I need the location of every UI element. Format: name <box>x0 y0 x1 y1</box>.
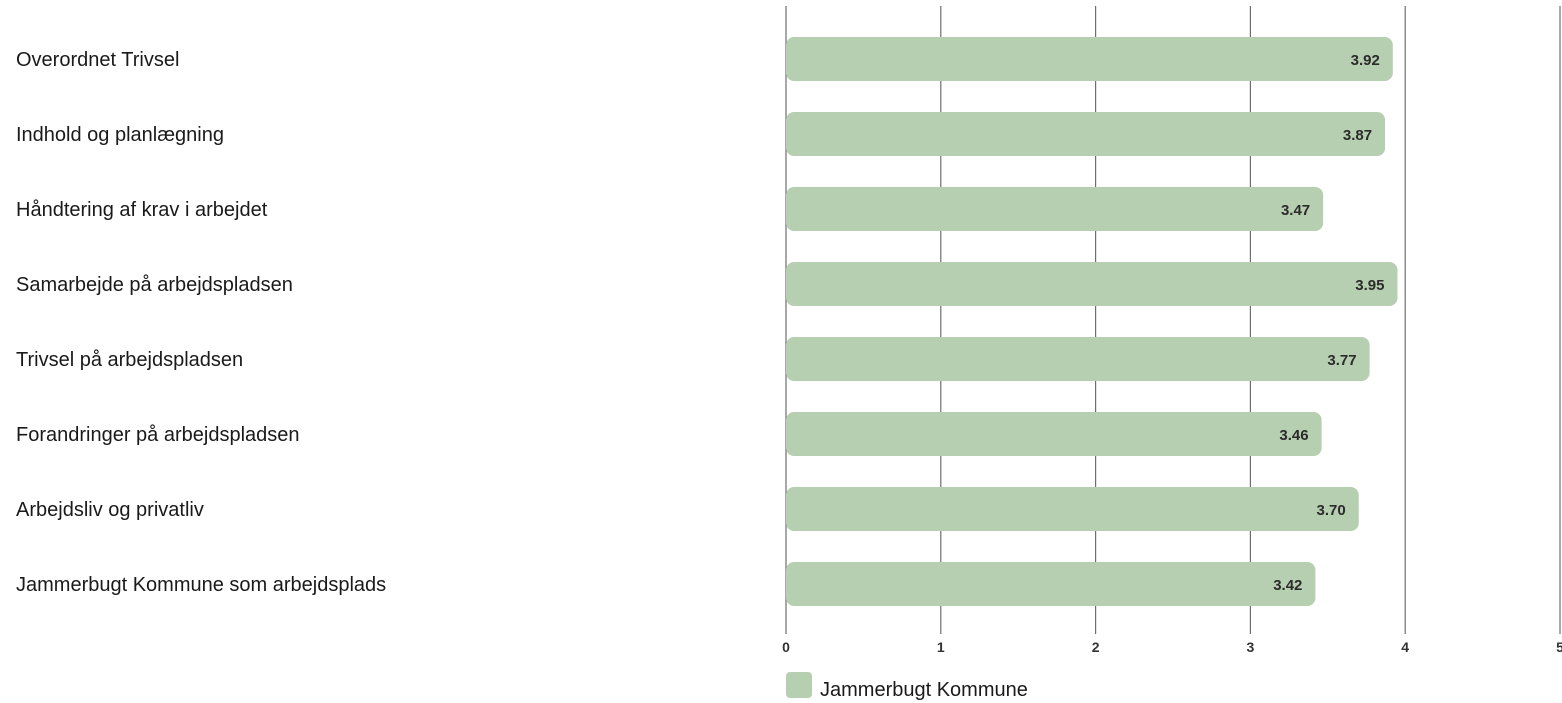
bar <box>786 187 1324 231</box>
bar <box>786 487 1359 531</box>
category-labels: Overordnet Trivsel Indhold og planlægning… <box>16 49 386 596</box>
bar-value-label: 3.95 <box>1355 277 1384 294</box>
x-axis-ticks: 0 1 2 3 4 5 <box>782 639 1562 655</box>
bar-value-label: 3.92 <box>1351 52 1380 69</box>
category-label: Overordnet Trivsel <box>16 49 179 71</box>
bar-value-label: 3.42 <box>1273 577 1302 594</box>
x-tick-label: 3 <box>1247 639 1255 655</box>
x-tick-label: 4 <box>1401 639 1409 655</box>
bar <box>786 562 1316 606</box>
x-tick-label: 0 <box>782 639 790 655</box>
category-label: Arbejdsliv og privatliv <box>16 499 204 521</box>
category-label: Indhold og planlægning <box>16 124 224 146</box>
x-tick-label: 2 <box>1092 639 1100 655</box>
legend-swatch <box>786 672 812 698</box>
bar <box>786 412 1322 456</box>
category-label: Samarbejde på arbejdspladsen <box>16 274 293 296</box>
category-label: Forandringer på arbejdspladsen <box>16 424 300 446</box>
bar-value-label: 3.77 <box>1327 352 1356 369</box>
bar-value-label: 3.47 <box>1281 202 1310 219</box>
bar <box>786 337 1370 381</box>
bar <box>786 112 1386 156</box>
category-label: Jammerbugt Kommune som arbejdsplads <box>16 574 386 596</box>
category-label: Håndtering af krav i arbejdet <box>16 199 268 221</box>
bar-value-label: 3.70 <box>1317 502 1346 519</box>
grid-lines <box>785 6 1561 634</box>
x-tick-label: 5 <box>1556 639 1562 655</box>
x-tick-label: 1 <box>937 639 945 655</box>
bar-value-label: 3.46 <box>1279 427 1308 444</box>
legend-label: Jammerbugt Kommune <box>820 679 1028 701</box>
category-label: Trivsel på arbejdspladsen <box>16 349 243 371</box>
bar <box>786 262 1398 306</box>
bars: 3.92 3.87 3.47 3.95 3.77 3.46 3.70 3.42 <box>786 37 1398 606</box>
bar <box>786 37 1393 81</box>
legend: Jammerbugt Kommune <box>786 672 1028 701</box>
bar-value-label: 3.87 <box>1343 127 1372 144</box>
